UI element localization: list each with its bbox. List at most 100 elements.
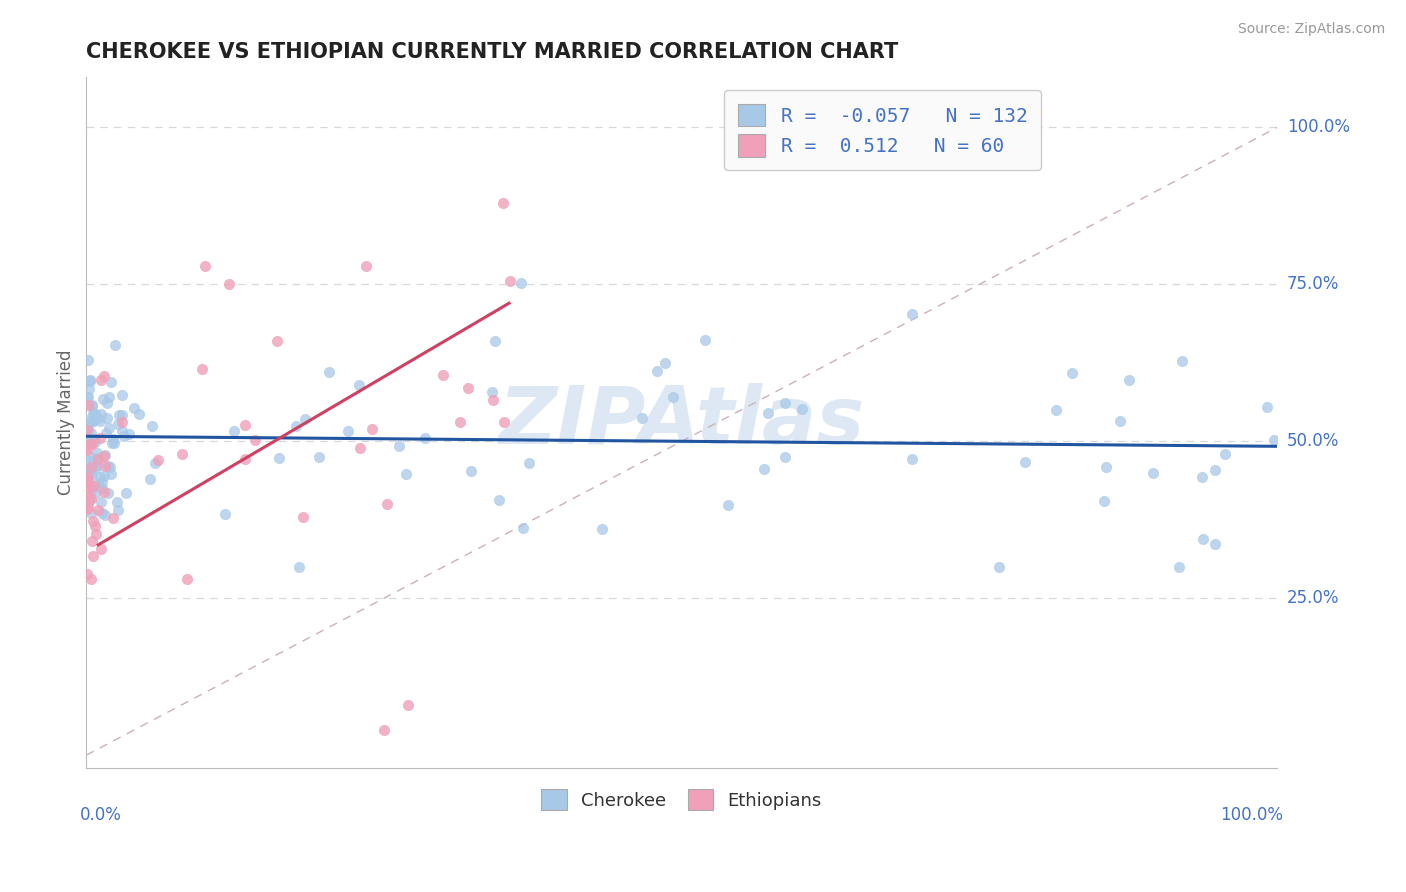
Point — [96, 426, 118, 441]
Point — [77, 449, 100, 463]
Point — [93, 449, 115, 463]
Point — [86, 445, 108, 459]
Point — [76, 399, 98, 413]
Point — [233, 418, 256, 433]
Point — [87, 411, 110, 425]
Point — [773, 396, 796, 410]
Point — [93, 459, 115, 474]
Point — [82, 414, 104, 428]
Point — [77, 352, 100, 367]
Point — [115, 486, 138, 500]
Point — [98, 421, 121, 435]
Text: 75.0%: 75.0% — [1286, 276, 1339, 293]
Point — [224, 425, 246, 439]
Point — [118, 427, 141, 442]
Point — [77, 500, 100, 515]
Point — [76, 478, 98, 492]
Point — [145, 456, 167, 470]
Point — [97, 486, 120, 500]
Point — [717, 498, 740, 512]
Point — [138, 472, 160, 486]
Point — [1109, 415, 1132, 429]
Point — [76, 479, 98, 493]
Text: 100.0%: 100.0% — [1220, 805, 1284, 823]
Point — [82, 414, 104, 428]
Point — [1256, 401, 1278, 415]
Point — [1142, 467, 1164, 481]
Point — [79, 491, 101, 505]
Point — [98, 459, 121, 474]
Text: 0.0%: 0.0% — [80, 805, 122, 823]
Point — [349, 441, 371, 455]
Point — [87, 452, 110, 467]
Point — [141, 419, 163, 434]
Point — [1092, 494, 1115, 508]
Point — [91, 481, 114, 495]
Point — [1263, 434, 1285, 448]
Point — [93, 448, 115, 462]
Point — [76, 502, 98, 516]
Point — [1168, 559, 1191, 574]
Point — [82, 514, 104, 528]
Point — [645, 364, 668, 378]
Point — [395, 467, 418, 482]
Point — [396, 698, 419, 712]
Point — [792, 401, 814, 416]
Point — [988, 559, 1011, 574]
Point — [482, 393, 505, 408]
Point — [194, 259, 217, 273]
Point — [80, 425, 103, 440]
Point — [510, 276, 533, 290]
Point — [191, 361, 214, 376]
Point — [76, 413, 98, 427]
Point — [82, 407, 104, 421]
Text: 100.0%: 100.0% — [1286, 119, 1350, 136]
Point — [457, 381, 479, 395]
Point — [662, 390, 685, 404]
Point — [170, 447, 193, 461]
Point — [107, 417, 129, 431]
Point — [631, 411, 654, 425]
Legend: Cherokee, Ethiopians: Cherokee, Ethiopians — [534, 782, 830, 817]
Point — [101, 432, 124, 446]
Point — [107, 503, 129, 517]
Point — [773, 450, 796, 464]
Point — [96, 411, 118, 425]
Point — [1118, 373, 1140, 387]
Point — [517, 456, 540, 470]
Point — [82, 399, 104, 413]
Point — [91, 392, 114, 406]
Point — [80, 506, 103, 520]
Point — [111, 408, 134, 422]
Point — [388, 439, 411, 453]
Point — [1014, 455, 1036, 469]
Point — [79, 374, 101, 388]
Point — [79, 415, 101, 429]
Point — [112, 429, 135, 443]
Text: CHEROKEE VS ETHIOPIAN CURRENTLY MARRIED CORRELATION CHART: CHEROKEE VS ETHIOPIAN CURRENTLY MARRIED … — [86, 42, 898, 62]
Point — [83, 408, 105, 422]
Point — [111, 388, 134, 402]
Point — [76, 390, 98, 404]
Point — [375, 497, 398, 511]
Point — [77, 382, 100, 396]
Point — [93, 485, 115, 500]
Point — [1060, 366, 1083, 380]
Point — [754, 462, 776, 476]
Point — [654, 356, 676, 370]
Point — [83, 412, 105, 426]
Point — [591, 523, 613, 537]
Point — [243, 433, 266, 447]
Point — [76, 442, 98, 457]
Point — [76, 423, 98, 437]
Point — [484, 334, 506, 348]
Point — [1213, 447, 1236, 461]
Point — [83, 408, 105, 422]
Point — [90, 407, 112, 421]
Point — [77, 472, 100, 486]
Point — [76, 422, 98, 436]
Point — [93, 469, 115, 483]
Point — [87, 503, 110, 517]
Point — [756, 406, 779, 420]
Point — [79, 466, 101, 480]
